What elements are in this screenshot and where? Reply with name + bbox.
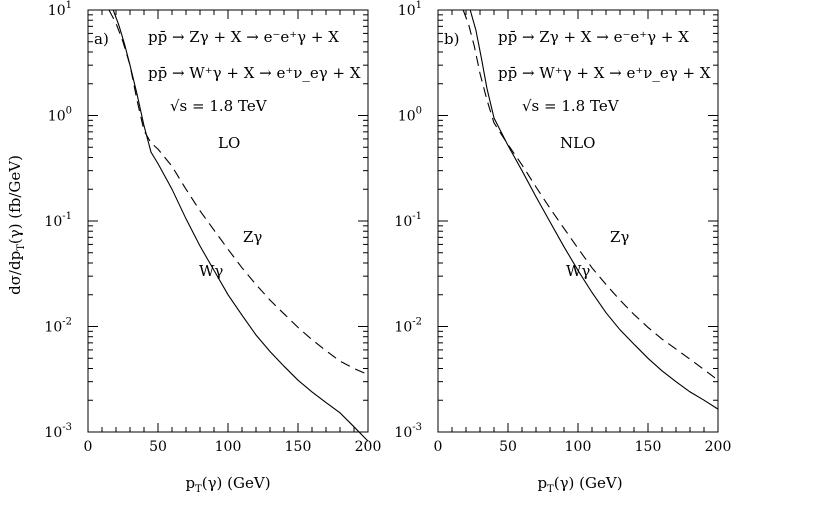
ticks-lo bbox=[87, 9, 369, 433]
x-tick-label: 0 bbox=[84, 439, 93, 455]
process-w-lo: pp̄ → W⁺γ + X → e⁺ν_eγ + X bbox=[148, 64, 361, 82]
y-tick-label: 10-3 bbox=[394, 422, 422, 441]
y-tick-label: 101 bbox=[48, 0, 72, 19]
x-tick-label: 100 bbox=[565, 439, 592, 455]
y-tick-label: 100 bbox=[48, 106, 72, 125]
x-tick-label: 200 bbox=[705, 439, 732, 455]
process-w-nlo: pp̄ → W⁺γ + X → e⁺ν_eγ + X bbox=[498, 64, 711, 82]
y-tick-labels-lo: 101 100 10-1 10-2 10-3 bbox=[44, 0, 72, 441]
y-tick-label: 10-3 bbox=[44, 422, 72, 441]
ticks-nlo bbox=[437, 9, 719, 433]
series-line-z-nlo bbox=[462, 9, 719, 381]
energy-nlo: √s = 1.8 TeV bbox=[522, 97, 620, 115]
curves-lo bbox=[108, 9, 369, 442]
panel-label-lo: a) bbox=[94, 30, 109, 48]
energy-lo: √s = 1.8 TeV bbox=[170, 97, 268, 115]
series-label-w-nlo: Wγ bbox=[566, 262, 590, 280]
series-label-z-nlo: Zγ bbox=[610, 228, 629, 246]
curves-nlo bbox=[462, 9, 719, 410]
y-tick-labels-nlo: 101 100 10-1 10-2 10-3 bbox=[394, 0, 422, 441]
x-tick-labels-nlo: 0 50 100 150 200 bbox=[434, 439, 732, 455]
series-line-z-lo bbox=[108, 9, 369, 376]
x-tick-label: 0 bbox=[434, 439, 443, 455]
x-axis-label-lo: pT(γ) (GeV) bbox=[185, 474, 270, 495]
x-tick-label: 150 bbox=[285, 439, 312, 455]
y-tick-label: 10-1 bbox=[44, 211, 72, 230]
y-tick-label: 101 bbox=[398, 0, 422, 19]
panel-lo: 0 50 100 150 200 101 100 10-1 10-2 10-3 a) pp̄ →… bbox=[44, 0, 381, 495]
process-z-nlo: pp̄ → Zγ + X → e⁻e⁺γ + X bbox=[498, 28, 689, 46]
x-tick-label: 100 bbox=[215, 439, 242, 455]
panel-nlo: 0 50 100 150 200 101 100 10-1 10-2 10-3 b) pp̄ →… bbox=[394, 0, 731, 495]
x-tick-label: 50 bbox=[149, 439, 167, 455]
y-tick-label: 100 bbox=[398, 106, 422, 125]
series-line-w-nlo bbox=[469, 9, 719, 410]
series-label-w-lo: Wγ bbox=[199, 262, 223, 280]
x-tick-label: 50 bbox=[499, 439, 517, 455]
y-tick-label: 10-1 bbox=[394, 211, 422, 230]
x-tick-label: 200 bbox=[355, 439, 382, 455]
series-label-z-lo: Zγ bbox=[243, 228, 262, 246]
y-tick-label: 10-2 bbox=[394, 317, 422, 336]
order-label-nlo: NLO bbox=[560, 134, 595, 152]
panel-label-nlo: b) bbox=[444, 30, 459, 48]
y-tick-label: 10-2 bbox=[44, 317, 72, 336]
process-z-lo: pp̄ → Zγ + X → e⁻e⁺γ + X bbox=[148, 28, 339, 46]
order-label-lo: LO bbox=[218, 134, 240, 152]
x-axis-label-nlo: pT(γ) (GeV) bbox=[537, 474, 622, 495]
y-axis-label: dσ/dpT(γ) (fb/GeV) bbox=[6, 155, 27, 295]
x-tick-labels-lo: 0 50 100 150 200 bbox=[84, 439, 382, 455]
x-tick-label: 150 bbox=[635, 439, 662, 455]
series-line-w-lo bbox=[112, 9, 369, 442]
